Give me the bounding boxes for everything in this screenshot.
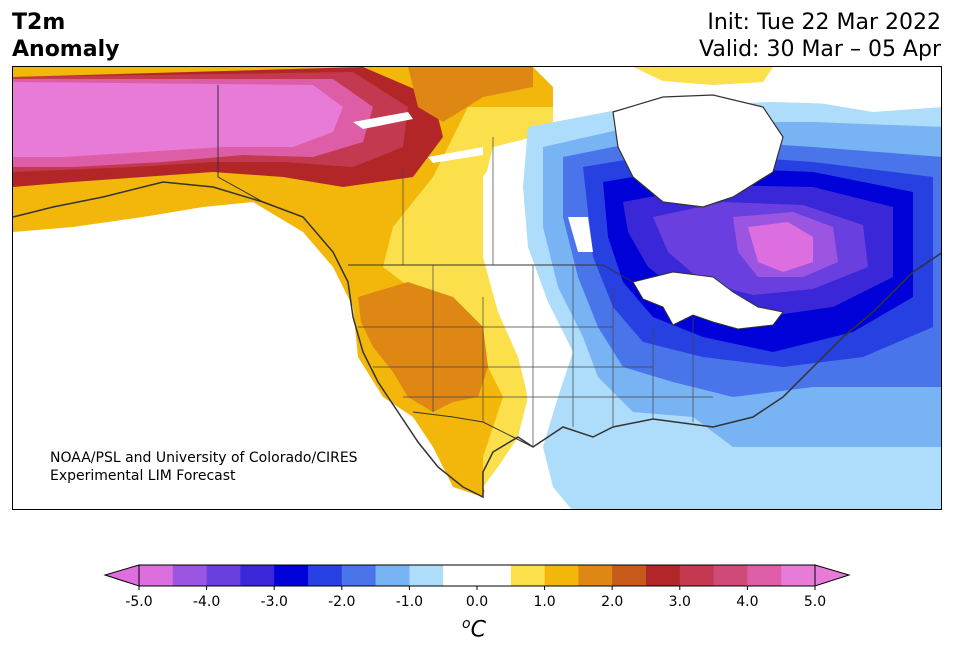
colorbar-swatch <box>612 565 647 586</box>
colorbar-swatch <box>375 565 410 586</box>
lake-winnipeg <box>568 217 593 252</box>
map-title-line2: Anomaly <box>12 37 120 62</box>
colorbar-tick-label: -3.0 <box>261 594 288 610</box>
colorbar-swatch <box>679 565 715 586</box>
credit-line2: Experimental LIM Forecast <box>50 468 236 484</box>
alaska-magenta-region <box>13 82 343 157</box>
colorbar-ticks: -5.0 -4.0 -3.0 -2.0 -1.0 0.0 1.0 2.0 3.0 4.0 5.0 <box>125 586 826 610</box>
colorbar-tick-label: -1.0 <box>396 594 423 610</box>
colorbar-swatch <box>544 565 579 586</box>
unit-degree: o <box>462 616 471 632</box>
unit-letter: C <box>470 617 486 643</box>
quebec-peak-region <box>748 222 813 272</box>
colorbar-tick-label: -4.0 <box>193 594 220 610</box>
arctic-islands <box>533 67 941 112</box>
northern-yellow-patch <box>633 67 773 85</box>
colorbar-swatch <box>781 565 816 586</box>
colorbar-swatch <box>747 565 782 586</box>
colorbar-swatch <box>578 565 613 586</box>
colorbar-swatch <box>713 565 748 586</box>
forecast-dates: Init: Tue 22 Mar 2022 Valid: 30 Mar – 05… <box>699 9 941 63</box>
colorbar-swatch <box>206 565 241 586</box>
lake-streak-1 <box>353 112 413 129</box>
colorbar-tick-label: 1.0 <box>533 594 555 610</box>
coastline <box>13 181 941 499</box>
map-title: T2m Anomaly <box>12 9 119 63</box>
state-lines <box>358 137 713 447</box>
colorbar-over-arrow <box>814 564 851 587</box>
colorbar-tick-label: -2.0 <box>328 594 355 610</box>
credit-text: NOAA/PSL and University of Colorado/CIRE… <box>50 449 358 485</box>
hudson-bay <box>612 94 784 208</box>
colorbar-swatch <box>240 565 275 586</box>
colorbar-swatch <box>409 565 444 586</box>
init-date-label: Init: Tue 22 Mar 2022 <box>707 10 941 35</box>
colorbar-tick-label: -5.0 <box>125 594 152 610</box>
colorbar-under-arrow <box>103 564 140 587</box>
great-lakes <box>632 271 784 330</box>
anomaly-map-svg <box>13 67 941 509</box>
colorbar-swatch <box>274 565 309 586</box>
colorbar-swatch <box>477 565 512 586</box>
lake-streak-2 <box>428 147 483 163</box>
valid-date-label: Valid: 30 Mar – 05 Apr <box>699 37 941 62</box>
colorbar-tick-label: 4.0 <box>736 594 758 610</box>
colorbar-tick-label: 3.0 <box>669 594 691 610</box>
neutral-plains-band <box>483 137 568 509</box>
colorbar-swatch <box>341 565 377 586</box>
alaska-border <box>217 85 264 203</box>
colorbar-swatch <box>139 565 174 586</box>
southwest-orange-region <box>358 282 488 412</box>
colorbar-swatch <box>308 565 343 586</box>
colorbar-swatch <box>510 565 546 586</box>
colorbar-unit: oC <box>462 616 486 642</box>
colorbar-swatch <box>172 565 208 586</box>
colorbar-swatch <box>646 565 681 586</box>
anomaly-map <box>12 66 942 510</box>
arctic-orange-region <box>408 67 533 122</box>
colorbar-swatches <box>139 565 816 586</box>
credit-line1: NOAA/PSL and University of Colorado/CIRE… <box>50 450 358 466</box>
map-title-line1: T2m <box>12 10 66 35</box>
colorbar-tick-label: 2.0 <box>601 594 623 610</box>
colorbar-swatch <box>443 565 478 586</box>
colorbar: -5.0 -4.0 -3.0 -2.0 -1.0 0.0 1.0 2.0 3.0 4.0 5.0 <box>103 564 851 610</box>
colorbar-tick-label: 0.0 <box>466 594 488 610</box>
colorbar-tick-label: 5.0 <box>804 594 826 610</box>
light-yellow-band <box>383 107 553 487</box>
